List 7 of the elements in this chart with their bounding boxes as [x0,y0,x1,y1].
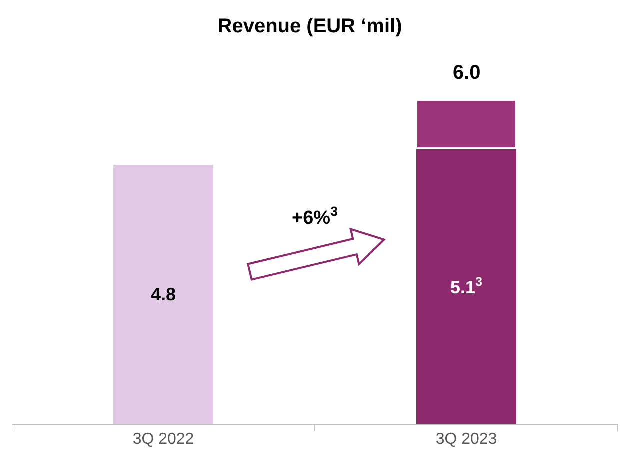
annotation: +6%$^{3}$ [292,204,338,229]
total-label: 6.0 [453,62,481,84]
x-tick-label: 3Q 2022 [132,431,194,448]
chart-title: Revenue (EUR ‘mil) [218,16,402,38]
x-tick-label: 3Q 2023 [436,431,498,448]
data-label: 5.1$^{3}$ [450,275,483,298]
data-label: 4.8 [150,284,176,304]
